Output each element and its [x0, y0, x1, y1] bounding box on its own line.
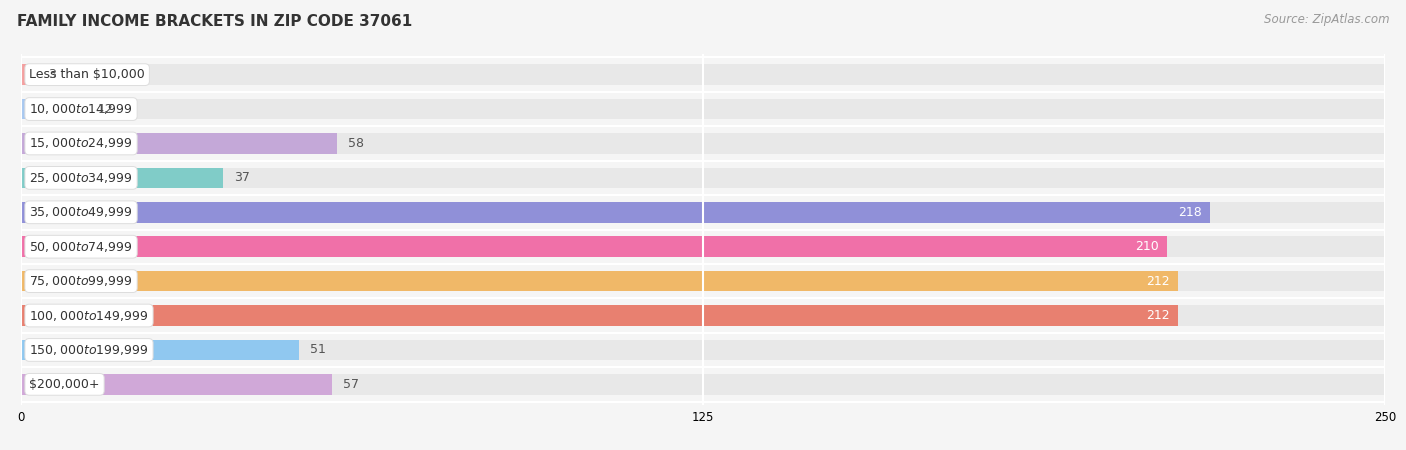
- Bar: [21, 374, 332, 395]
- Bar: [21, 271, 1385, 292]
- Bar: [21, 271, 1178, 292]
- Bar: [21, 202, 1211, 223]
- Text: $150,000 to $199,999: $150,000 to $199,999: [30, 343, 149, 357]
- Text: 57: 57: [343, 378, 359, 391]
- Bar: [21, 340, 299, 360]
- Text: 12: 12: [97, 103, 114, 116]
- Text: $15,000 to $24,999: $15,000 to $24,999: [30, 136, 132, 150]
- Bar: [21, 374, 1385, 395]
- Bar: [21, 236, 1385, 257]
- Text: Less than $10,000: Less than $10,000: [30, 68, 145, 81]
- Text: 37: 37: [233, 171, 250, 184]
- Bar: [21, 202, 1385, 223]
- Bar: [21, 133, 1385, 154]
- Bar: [21, 64, 1385, 85]
- Text: 51: 51: [311, 343, 326, 356]
- Text: $75,000 to $99,999: $75,000 to $99,999: [30, 274, 132, 288]
- Bar: [21, 167, 224, 188]
- Bar: [21, 64, 38, 85]
- Text: FAMILY INCOME BRACKETS IN ZIP CODE 37061: FAMILY INCOME BRACKETS IN ZIP CODE 37061: [17, 14, 412, 28]
- Text: $50,000 to $74,999: $50,000 to $74,999: [30, 240, 132, 254]
- Bar: [21, 236, 1167, 257]
- Bar: [21, 340, 1385, 360]
- Text: $25,000 to $34,999: $25,000 to $34,999: [30, 171, 132, 185]
- Text: 3: 3: [48, 68, 56, 81]
- Text: $200,000+: $200,000+: [30, 378, 100, 391]
- Text: 218: 218: [1178, 206, 1202, 219]
- Text: $100,000 to $149,999: $100,000 to $149,999: [30, 309, 149, 323]
- Text: $35,000 to $49,999: $35,000 to $49,999: [30, 205, 132, 219]
- Bar: [21, 99, 1385, 119]
- Text: $10,000 to $14,999: $10,000 to $14,999: [30, 102, 132, 116]
- Text: 212: 212: [1146, 309, 1170, 322]
- Bar: [21, 133, 337, 154]
- Text: 210: 210: [1135, 240, 1159, 253]
- Text: 212: 212: [1146, 274, 1170, 288]
- Text: 58: 58: [349, 137, 364, 150]
- Bar: [21, 305, 1178, 326]
- Bar: [21, 167, 1385, 188]
- Bar: [21, 99, 87, 119]
- Text: Source: ZipAtlas.com: Source: ZipAtlas.com: [1264, 14, 1389, 27]
- Bar: [21, 305, 1385, 326]
